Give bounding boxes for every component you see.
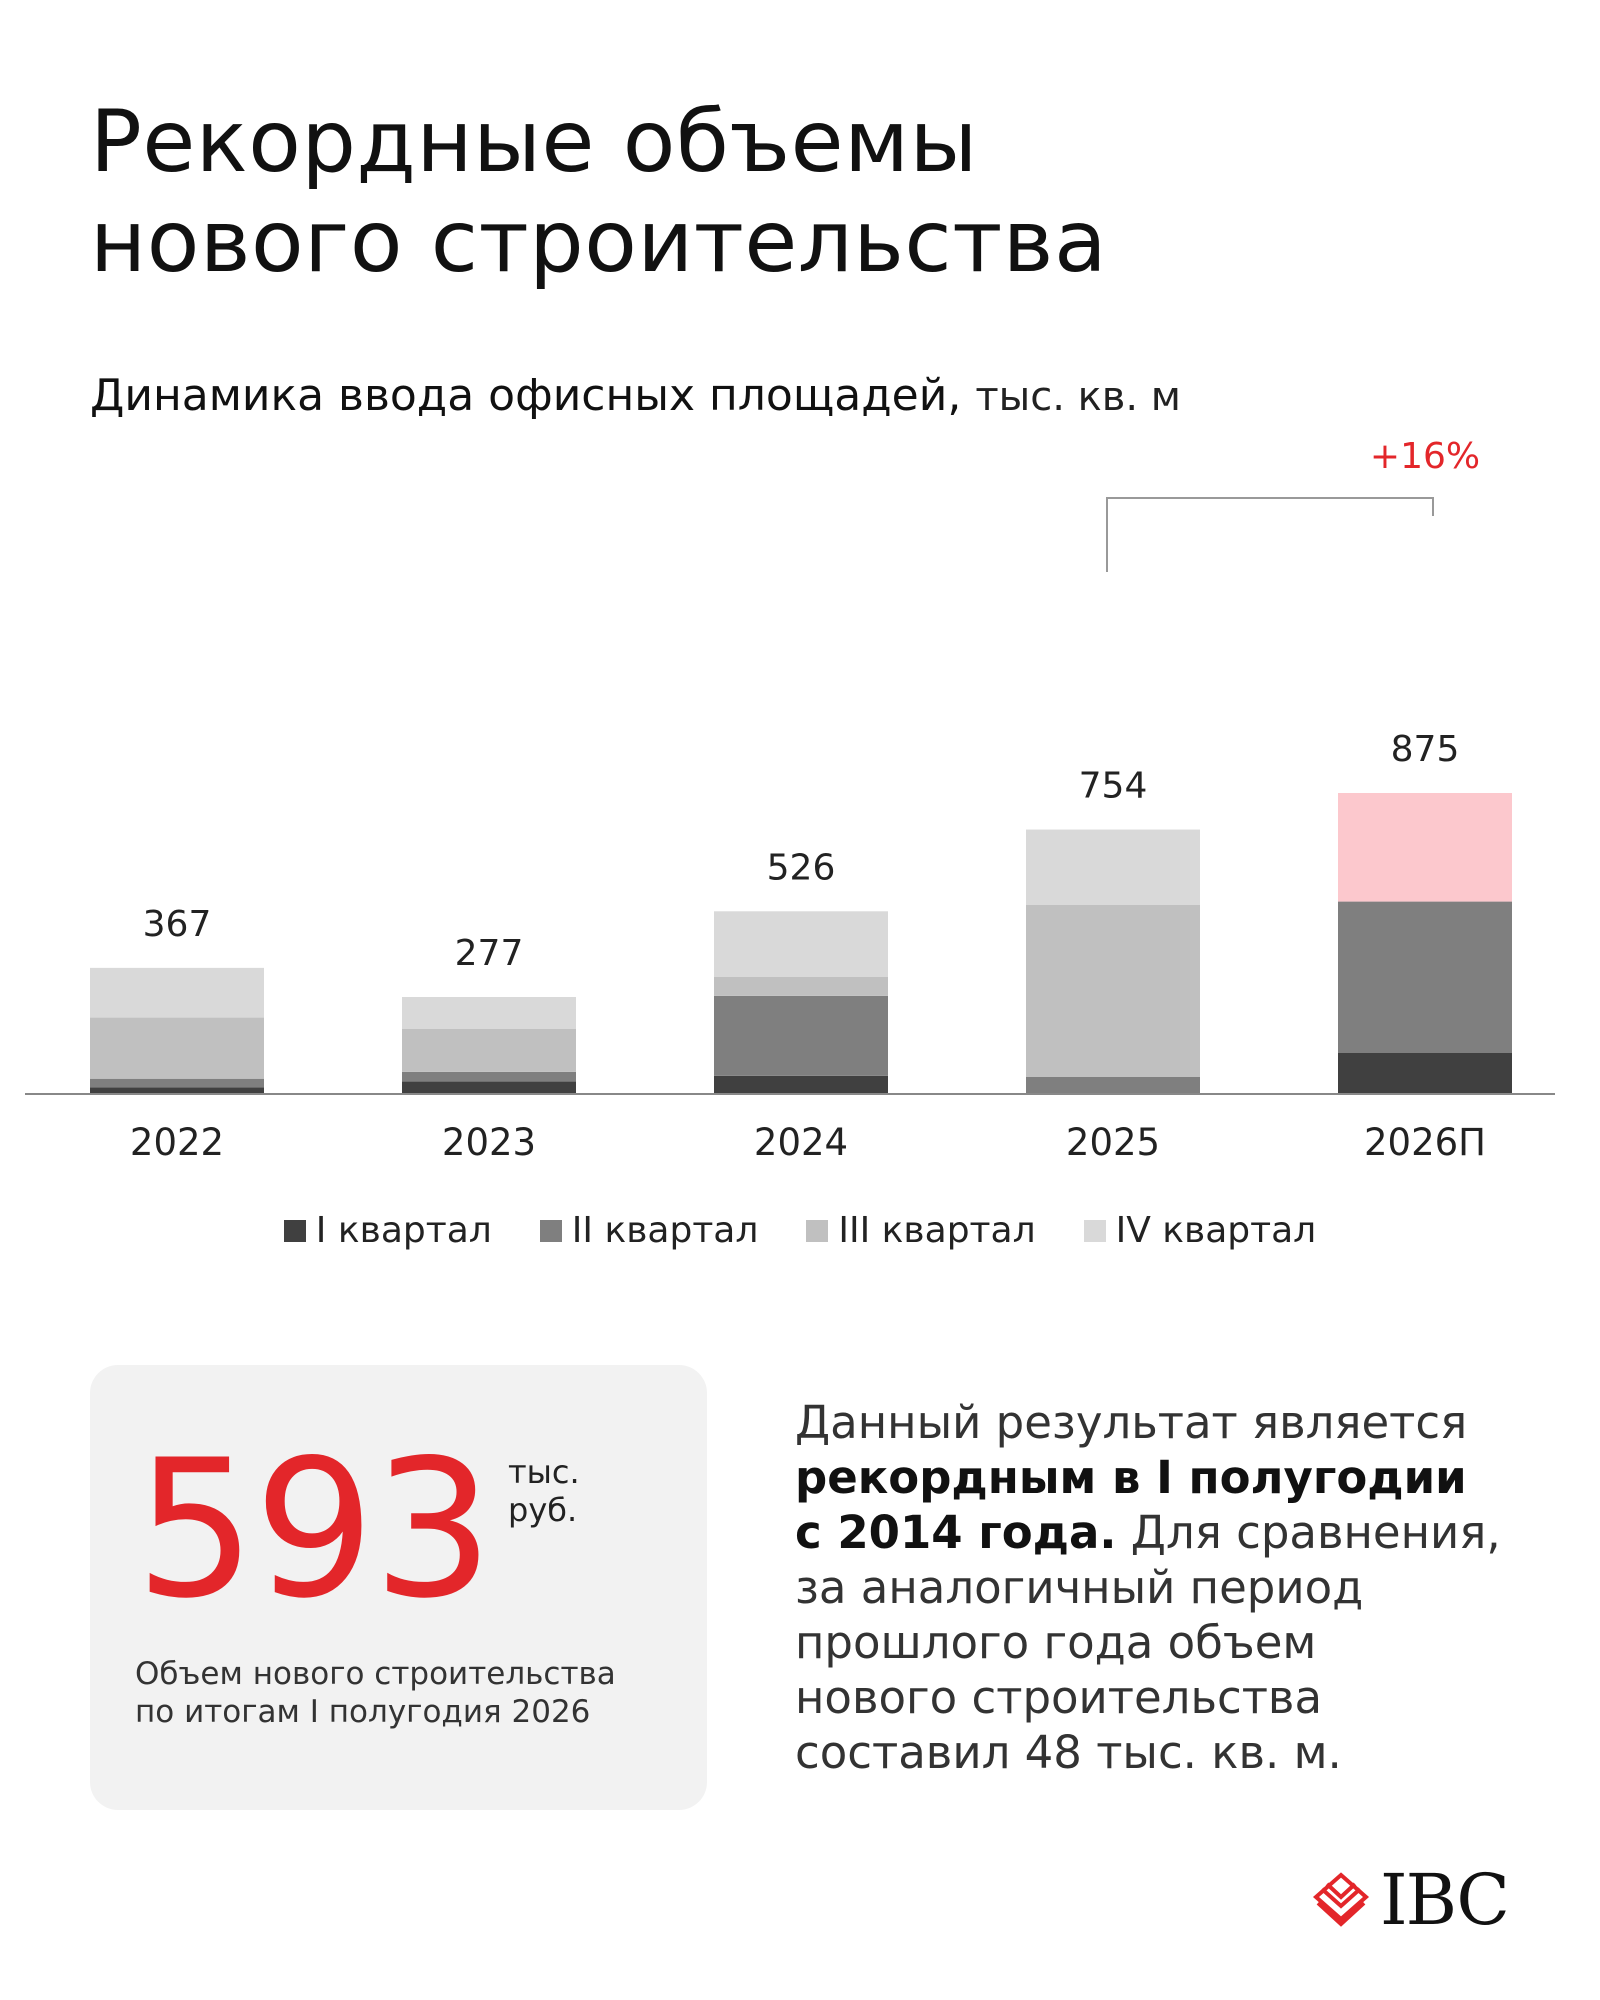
ibc-logo: IBC (1310, 1859, 1510, 1941)
category-label-2025: 2025 (1066, 1121, 1160, 1164)
bar-2023-q3 (402, 1029, 576, 1072)
legend-swatch-q3 (806, 1219, 829, 1242)
stacked-bar-chart: 367 2022 277 2023 526 2024 754 2025 875 2026П +16% (25, 436, 1555, 1164)
chart-subtitle-unit: тыс. кв. м (975, 374, 1181, 420)
total-label-2026П: 875 (1391, 729, 1460, 770)
bar-2023-q4 (402, 997, 576, 1029)
growth-bracket (1106, 497, 1434, 572)
bar-2025-q4 (1026, 829, 1200, 905)
legend-label-q1: I квартал (315, 1210, 492, 1251)
legend-swatch-q2 (539, 1219, 562, 1242)
bar-2025-q3 (1026, 905, 1200, 1077)
description-bold-2: с 2014 года. (795, 1506, 1117, 1559)
description-line-5: прошлого года объем (795, 1616, 1317, 1669)
description-line-4: за аналогичный период (795, 1561, 1364, 1614)
bar-2026П-q2 (1338, 901, 1512, 1053)
description-line-3-rest: Для сравнения, (1116, 1506, 1501, 1559)
category-label-2024: 2024 (754, 1121, 848, 1164)
logo-text: IBC (1380, 1859, 1510, 1941)
bar-2022-q3 (90, 1017, 264, 1079)
category-label-2026П: 2026П (1364, 1121, 1486, 1164)
chart-subtitle-main: Динамика ввода офисных площадей, (90, 370, 962, 421)
highlight-unit: тыс. руб. (508, 1453, 580, 1529)
description-text: Данный результат является рекордным в I … (795, 1395, 1515, 1780)
description-line-2: рекордным в I полугодии (795, 1450, 1515, 1505)
bar-2024-q2 (714, 995, 888, 1076)
legend-item-q1: I квартал (283, 1210, 492, 1251)
legend-item-q2: II квартал (539, 1210, 759, 1251)
description-bold-1: рекордным в I полугодии (795, 1451, 1467, 1504)
chart-subtitle: Динамика ввода офисных площадей, тыс. кв… (90, 368, 1181, 425)
legend-label-q3: III квартал (838, 1210, 1036, 1251)
bar-2023-q1 (402, 1081, 576, 1093)
bar-2022-q1 (90, 1087, 264, 1093)
highlight-value: 593 (135, 1419, 494, 1640)
category-label-2022: 2022 (130, 1121, 224, 1164)
bar-2022-q2 (90, 1078, 264, 1088)
legend-item-q3: III квартал (806, 1210, 1036, 1251)
total-label-2022: 367 (143, 904, 212, 945)
bar-2022-q4 (90, 967, 264, 1018)
highlight-caption: Объем нового строительства по итогам I п… (135, 1655, 616, 1731)
highlight-unit-line-1: тыс. (508, 1453, 580, 1491)
highlight-caption-line-2: по итогам I полугодия 2026 (135, 1694, 591, 1730)
legend-label-q4: IV квартал (1115, 1210, 1317, 1251)
legend-swatch-q1 (283, 1219, 306, 1242)
total-label-2024: 526 (767, 847, 836, 888)
highlight-card: 593 тыс. руб. Объем нового строительства… (90, 1365, 707, 1810)
total-label-2025: 754 (1079, 766, 1148, 807)
highlight-unit-line-2: руб. (508, 1491, 578, 1529)
title-line-1: Рекордные объемы (90, 92, 978, 192)
legend-item-q4: IV квартал (1083, 1210, 1317, 1251)
highlight-caption-line-1: Объем нового строительства (135, 1656, 616, 1692)
bar-2026П-q1 (1338, 1053, 1512, 1093)
bar-2024-q1 (714, 1075, 888, 1093)
description-line-7: составил 48 тыс. кв. м. (795, 1726, 1342, 1779)
legend-label-q2: II квартал (571, 1210, 759, 1251)
description-line-1: Данный результат является (795, 1396, 1468, 1449)
description-line-6: нового строительства (795, 1671, 1323, 1724)
category-label-2023: 2023 (442, 1121, 536, 1164)
chart-legend: I квартал II квартал III квартал IV квар… (0, 1210, 1600, 1251)
bar-2024-q4 (714, 911, 888, 977)
bar-2025-q2 (1026, 1077, 1200, 1093)
page-title: Рекордные объемы нового строительства (90, 92, 1390, 292)
title-line-2: нового строительства (90, 192, 1108, 292)
layers-logo-icon (1312, 1872, 1370, 1927)
description-line-3: с 2014 года. Для сравнения, (795, 1505, 1515, 1560)
growth-annotation: +16% (1370, 436, 1480, 477)
total-label-2023: 277 (455, 933, 524, 974)
bar-2026П-forecast (1338, 793, 1512, 902)
bar-2023-q2 (402, 1071, 576, 1082)
bar-2024-q3 (714, 977, 888, 996)
legend-swatch-q4 (1083, 1219, 1106, 1242)
